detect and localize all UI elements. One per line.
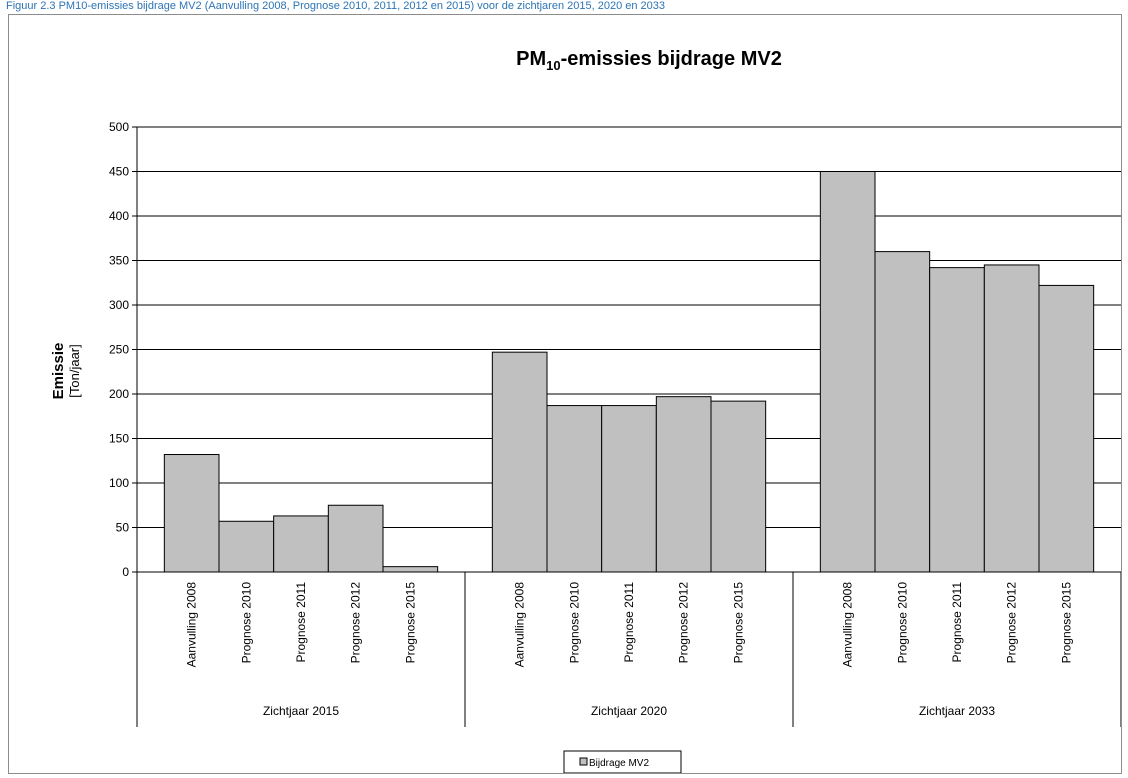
bar — [819, 171, 876, 573]
y-axis-title: Emissie — [50, 343, 67, 400]
bar — [710, 400, 767, 573]
bar — [655, 396, 712, 573]
category-labels: Aanvulling 2008 Prognose 2010 Prognose 201… — [185, 582, 1074, 668]
category-label: Prognose 2012 — [677, 582, 691, 664]
legend-label: Bijdrage MV2 — [589, 758, 649, 769]
chart-title: PM10-emissies bijdrage MV2 — [516, 48, 782, 73]
chart-title-subscript: 10 — [546, 58, 560, 73]
group-labels: Zichtjaar 2015 Zichtjaar 2020 Zichtjaar 20… — [263, 704, 995, 718]
y-tick-label: 500 — [109, 120, 129, 134]
category-label: Aanvulling 2008 — [513, 582, 527, 668]
bar — [163, 454, 220, 573]
category-label: Aanvulling 2008 — [841, 582, 855, 668]
y-axis-label: Emissie [Ton/jaar] — [50, 343, 82, 400]
bar — [327, 504, 384, 573]
y-tick-label: 250 — [109, 343, 129, 357]
y-tick-label: 150 — [109, 432, 129, 446]
gridlines — [137, 126, 1121, 528]
bar — [601, 405, 657, 573]
chart-title-suffix: -emissies bijdrage MV2 — [561, 48, 782, 70]
figure-caption: Figuur 2.3 PM10-emissies bijdrage MV2 (A… — [6, 0, 666, 12]
y-tick-label: 50 — [116, 521, 130, 535]
bar — [1038, 284, 1095, 573]
legend-box — [563, 750, 682, 773]
category-label: Prognose 2010 — [567, 582, 581, 664]
category-label: Prognose 2011 — [294, 582, 308, 663]
bar — [218, 520, 275, 573]
bar — [929, 267, 985, 573]
bar — [273, 515, 329, 573]
category-label: Prognose 2012 — [1005, 582, 1019, 664]
group-label: Zichtjaar 2033 — [919, 704, 995, 718]
y-tick-label: 300 — [109, 298, 129, 312]
category-label: Prognose 2012 — [349, 582, 363, 664]
category-label: Prognose 2011 — [622, 582, 636, 663]
legend: Bijdrage MV2 — [563, 750, 682, 773]
bar — [546, 405, 603, 573]
category-label: Prognose 2011 — [950, 582, 964, 663]
axes — [132, 126, 1121, 727]
chart-canvas: PM10-emissies bijdrage MV2 0 50 100 150 200 2… — [50, 48, 1121, 773]
category-label: Prognose 2015 — [731, 582, 745, 664]
chart-frame: PM10-emissies bijdrage MV2 0 50 100 150 200 2… — [8, 14, 1122, 774]
y-tick-label: 0 — [122, 565, 129, 579]
bar — [382, 566, 439, 573]
category-label: Prognose 2010 — [895, 582, 909, 664]
group-label: Zichtjaar 2020 — [591, 704, 667, 718]
category-label: Aanvulling 2008 — [185, 582, 199, 668]
group-label: Zichtjaar 2015 — [263, 704, 339, 718]
bars — [163, 171, 1095, 573]
y-tick-labels: 0 50 100 150 200 250 300 350 400 450 500 — [109, 120, 129, 579]
y-tick-label: 400 — [109, 209, 129, 223]
bar — [983, 264, 1040, 573]
legend-swatch — [579, 757, 588, 766]
bar — [491, 351, 548, 573]
bar — [874, 251, 931, 573]
category-label: Prognose 2015 — [1059, 582, 1073, 664]
chart-title-prefix: PM — [516, 48, 546, 70]
y-tick-label: 200 — [109, 387, 129, 401]
category-label: Prognose 2010 — [239, 582, 253, 664]
y-tick-label: 450 — [109, 165, 129, 179]
y-axis-unit: [Ton/jaar] — [67, 344, 82, 397]
category-label: Prognose 2015 — [403, 582, 417, 664]
y-tick-label: 350 — [109, 254, 129, 268]
y-tick-label: 100 — [109, 476, 129, 490]
